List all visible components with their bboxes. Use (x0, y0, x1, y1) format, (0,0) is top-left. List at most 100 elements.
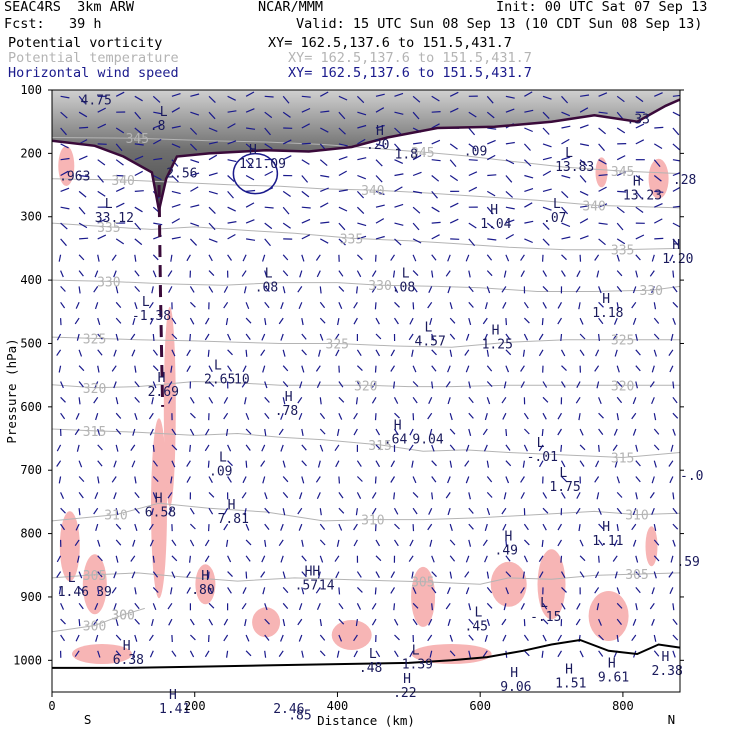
extremum-value: 4.75 (81, 94, 112, 109)
wind-vector (245, 428, 252, 435)
wind-vector (264, 170, 273, 177)
extremum-value: .07 (543, 211, 566, 226)
extremum-value: .57 (295, 578, 318, 593)
wind-vector (208, 95, 216, 104)
wind-vector (338, 285, 345, 292)
wind-vector (538, 333, 544, 341)
wind-vector (320, 238, 329, 244)
wind-vector (429, 650, 433, 658)
wind-vector (115, 317, 122, 324)
wind-vector (486, 206, 494, 215)
wind-vector (653, 413, 657, 421)
wind-vector (186, 254, 191, 262)
wind-vector (412, 111, 420, 120)
wind-vector (653, 159, 661, 167)
wind-vector (520, 603, 525, 610)
wind-vector (447, 397, 451, 405)
wind-vector (616, 602, 623, 609)
wind-vector (115, 618, 119, 627)
wind-vector (264, 428, 267, 436)
wind-vector (115, 91, 125, 97)
field-wind-name: Horizontal wind speed (8, 65, 179, 81)
wind-vector (282, 254, 289, 261)
wind-vector (208, 154, 218, 161)
wind-vector (245, 202, 255, 208)
wind-vector (520, 254, 525, 261)
wind-vector (672, 523, 679, 530)
wind-vector (505, 318, 507, 326)
extremum-value: .20 (366, 138, 389, 153)
wind-vector (151, 618, 154, 627)
wind-vector (78, 602, 84, 610)
wind-vector (317, 571, 321, 579)
wind-vector (614, 571, 618, 579)
wind-vector (282, 460, 286, 468)
theta-label: 320 (83, 382, 106, 397)
wind-vector (468, 301, 474, 308)
wind-vector (635, 381, 638, 389)
wind-vector (505, 333, 511, 340)
wind-vector (468, 111, 477, 118)
wind-vector (561, 111, 571, 117)
wind-vector (523, 317, 530, 324)
wind-vector (241, 381, 247, 388)
wind-vector (468, 396, 474, 404)
wind-vector (672, 396, 678, 404)
wind-vector (390, 476, 396, 483)
wind-vector (338, 396, 345, 403)
wind-vector (353, 412, 358, 420)
wind-vector (320, 221, 330, 224)
wind-vector (148, 301, 154, 309)
wind-vector (320, 91, 329, 97)
wind-vector (297, 618, 303, 626)
wind-vector (449, 539, 456, 546)
wind-vector (654, 190, 664, 193)
wind-vector (190, 222, 200, 227)
wind-vector (598, 222, 608, 225)
wind-vector (357, 174, 367, 180)
wind-vector (669, 254, 674, 262)
pv-shading-blob (82, 554, 107, 615)
extremum-value: 2.56 (166, 167, 197, 182)
wind-vector (482, 317, 488, 325)
wind-vector (134, 238, 143, 246)
wind-vector (115, 127, 125, 134)
wind-vector (672, 603, 675, 611)
wind-vector (97, 539, 101, 547)
wind-vector (297, 507, 303, 515)
header-init: Init: 00 UTC Sat 07 Sep 13 (496, 0, 708, 15)
extremum-value: 33.12 (95, 211, 134, 226)
wind-vector (394, 222, 404, 226)
theta-label: 305 (625, 568, 648, 583)
wind-vector (60, 301, 66, 309)
wind-vector (335, 349, 340, 357)
extremum-value: 6.38 (113, 653, 144, 668)
extremum-value: 13.23 (623, 189, 662, 204)
wind-vector (115, 397, 119, 405)
wind-vector (131, 571, 136, 579)
wind-vector (445, 381, 451, 388)
wind-vector (449, 460, 453, 468)
wind-vector (538, 444, 544, 452)
wind-vector (464, 460, 470, 467)
wind-vector (260, 571, 266, 578)
wind-vector (635, 365, 641, 372)
wind-vector (653, 428, 660, 435)
wind-vector (616, 171, 626, 177)
pv-contour-tropopause (52, 98, 680, 211)
wind-vector (393, 650, 399, 658)
wind-vector (487, 139, 496, 145)
wind-vector (204, 539, 210, 547)
wind-vector (357, 235, 367, 240)
wind-vector (501, 618, 507, 626)
wind-vector (449, 143, 458, 150)
wind-vector (427, 412, 433, 420)
wind-vector (594, 571, 600, 579)
wind-vector (672, 270, 675, 278)
wind-vector (264, 127, 271, 136)
wind-vector (134, 618, 140, 625)
wind-vector (560, 333, 563, 341)
extremum-value: 1.51 (555, 677, 586, 692)
wind-vector (371, 507, 377, 515)
wind-vector (301, 476, 305, 484)
